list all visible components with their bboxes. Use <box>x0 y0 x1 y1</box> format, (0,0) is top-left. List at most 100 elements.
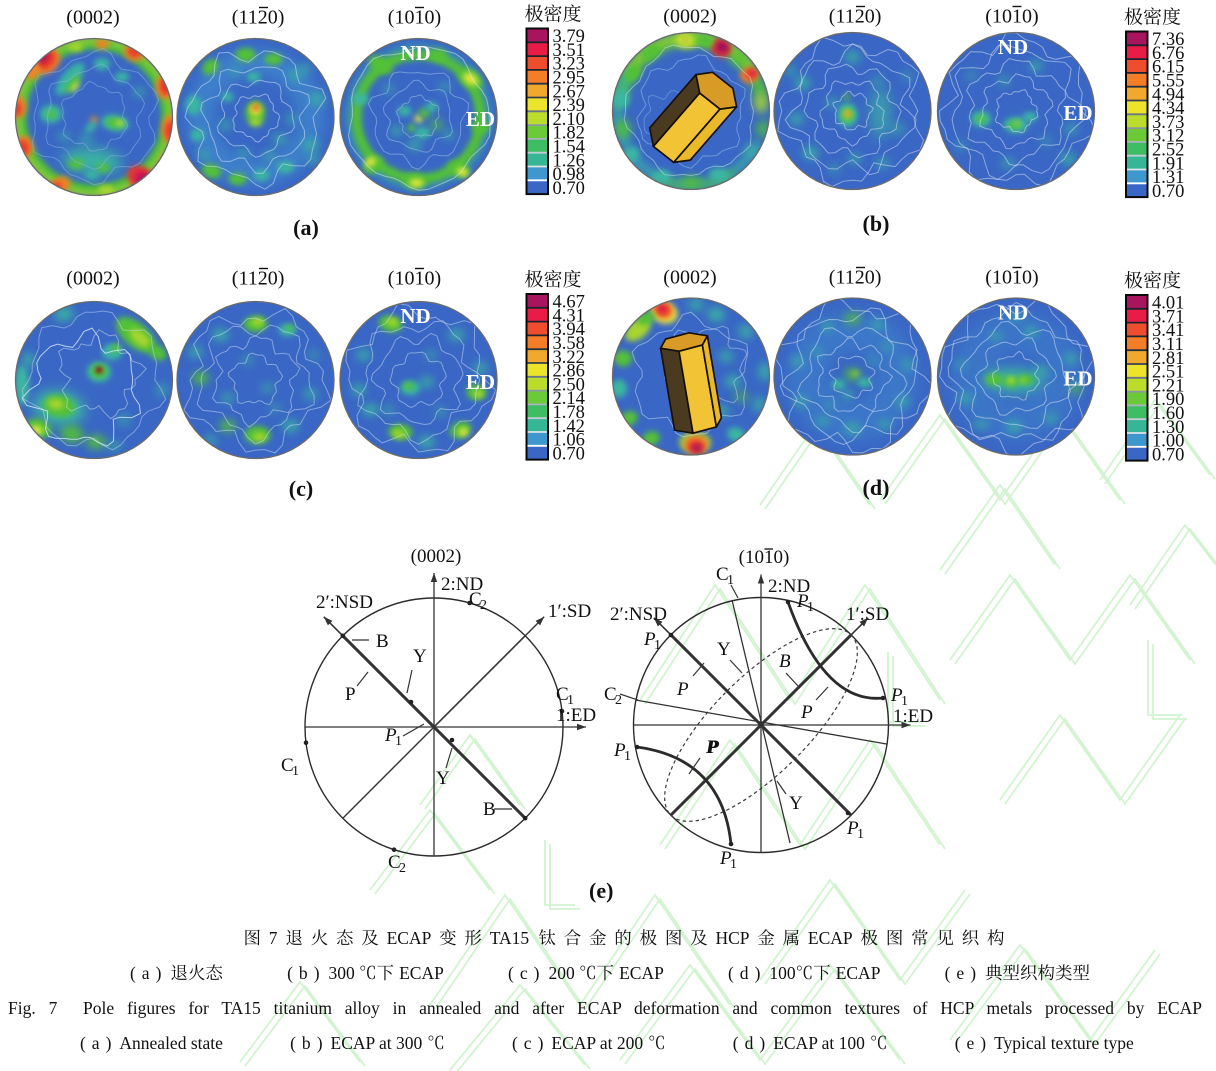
svg-text:2′:NSD: 2′:NSD <box>316 592 373 613</box>
svg-text:a: a <box>142 963 150 983</box>
svg-text:(1010): (1010) <box>388 7 441 29</box>
svg-text:ED: ED <box>466 107 495 131</box>
svg-text:ECAP: ECAP <box>399 963 444 983</box>
svg-text:2.86: 2.86 <box>553 362 585 382</box>
svg-text:b: b <box>299 963 308 983</box>
svg-text:(: ( <box>945 963 951 983</box>
svg-text:): ) <box>106 1033 112 1053</box>
svg-text:5.55: 5.55 <box>1152 72 1184 92</box>
svg-text:0.98: 0.98 <box>553 165 585 185</box>
svg-text:300: 300 <box>329 963 356 983</box>
svg-text:d: d <box>745 1033 754 1053</box>
svg-text:ECAP at 100: ECAP at 100 <box>773 1033 865 1053</box>
svg-text:(: ( <box>290 1033 296 1053</box>
svg-text:HCP: HCP <box>716 928 750 948</box>
svg-text:1:ED: 1:ED <box>893 706 933 727</box>
svg-text:3.94: 3.94 <box>553 320 585 340</box>
svg-text:): ) <box>538 1033 544 1053</box>
svg-text:3.58: 3.58 <box>553 334 585 354</box>
svg-text:P: P <box>846 818 859 839</box>
svg-text:0.70: 0.70 <box>1152 182 1184 202</box>
svg-text:P: P <box>705 737 718 758</box>
svg-text:(: ( <box>512 1033 518 1053</box>
svg-text:1′:SD: 1′:SD <box>846 604 889 625</box>
svg-text:2.10: 2.10 <box>553 110 585 130</box>
svg-text:Y: Y <box>789 793 803 814</box>
svg-text:4.01: 4.01 <box>1152 294 1184 314</box>
svg-text:0.70: 0.70 <box>553 444 585 464</box>
svg-text:1: 1 <box>654 638 661 653</box>
svg-text:ND: ND <box>998 35 1028 59</box>
svg-text:e: e <box>967 1033 975 1053</box>
svg-text:4.94: 4.94 <box>1152 85 1184 105</box>
svg-text:P: P <box>707 737 720 758</box>
svg-text:(1120): (1120) <box>829 267 882 289</box>
svg-text:C: C <box>716 564 729 585</box>
svg-text:0.70: 0.70 <box>1152 445 1184 465</box>
svg-text:): ) <box>156 963 162 983</box>
svg-text:1.30: 1.30 <box>1152 418 1184 438</box>
svg-text:(: ( <box>955 1033 961 1053</box>
svg-text:Fig. 7 Pole figures for TA15: Fig. 7 Pole figures for TA15 titanium al… <box>8 998 1202 1018</box>
svg-text:2.67: 2.67 <box>553 82 585 102</box>
svg-text:1: 1 <box>395 734 402 749</box>
svg-text:ECAP at 200: ECAP at 200 <box>551 1033 643 1053</box>
svg-text:(d): (d) <box>863 475 890 500</box>
svg-text:(1010): (1010) <box>985 6 1038 28</box>
svg-text:ED: ED <box>1063 367 1092 391</box>
svg-text:(: ( <box>130 963 136 983</box>
svg-text:1.82: 1.82 <box>553 124 585 144</box>
svg-text:C: C <box>469 589 482 610</box>
svg-text:ND: ND <box>400 41 430 65</box>
svg-text:c: c <box>524 1033 532 1053</box>
svg-text:1: 1 <box>567 693 574 708</box>
svg-text:ECAP at 300: ECAP at 300 <box>331 1033 423 1053</box>
svg-text:(: ( <box>508 963 514 983</box>
svg-text:(0002): (0002) <box>663 267 716 289</box>
svg-text:): ) <box>970 963 976 983</box>
svg-text:4.31: 4.31 <box>553 306 585 326</box>
svg-text:c: c <box>520 963 528 983</box>
svg-text:2′:NSD: 2′:NSD <box>610 604 667 625</box>
svg-text:2: 2 <box>615 693 622 708</box>
svg-text:ECAP: ECAP <box>387 928 432 948</box>
svg-text:2.50: 2.50 <box>553 375 585 395</box>
svg-text:ND: ND <box>998 301 1028 325</box>
svg-text:100: 100 <box>769 963 796 983</box>
svg-text:(: ( <box>287 963 293 983</box>
svg-text:1.00: 1.00 <box>1152 432 1184 452</box>
svg-text:0.70: 0.70 <box>553 179 585 199</box>
svg-text:(1120): (1120) <box>232 7 285 29</box>
svg-text:C: C <box>556 684 569 705</box>
svg-text:P: P <box>676 679 689 700</box>
svg-text:Y: Y <box>717 639 731 660</box>
svg-text:7.36: 7.36 <box>1152 30 1184 50</box>
svg-text:1: 1 <box>807 600 814 615</box>
svg-text:(0002): (0002) <box>66 268 119 290</box>
svg-text:): ) <box>534 963 540 983</box>
svg-text:P: P <box>613 740 626 761</box>
svg-text:(0002): (0002) <box>663 6 716 28</box>
svg-text:(e): (e) <box>589 878 613 903</box>
svg-text:2.39: 2.39 <box>553 96 585 116</box>
svg-text:3.73: 3.73 <box>1152 113 1184 133</box>
svg-text:2:ND: 2:ND <box>768 576 810 597</box>
svg-text:2: 2 <box>480 598 487 613</box>
svg-text:2: 2 <box>399 861 406 876</box>
svg-text:3.23: 3.23 <box>553 55 585 75</box>
svg-text:(1120): (1120) <box>232 268 285 290</box>
svg-text:P: P <box>643 629 656 650</box>
svg-text:1.90: 1.90 <box>1152 390 1184 410</box>
svg-text:P: P <box>719 848 732 869</box>
svg-text:2.95: 2.95 <box>553 69 585 89</box>
svg-text:1: 1 <box>727 573 734 588</box>
svg-text:P: P <box>800 702 813 723</box>
svg-text:1: 1 <box>624 749 631 764</box>
svg-text:3.11: 3.11 <box>1152 335 1184 355</box>
svg-text:C: C <box>388 852 401 873</box>
svg-text:B: B <box>376 631 389 652</box>
svg-text:1: 1 <box>730 857 737 872</box>
svg-text:B: B <box>483 799 496 820</box>
svg-text:6.76: 6.76 <box>1152 44 1184 64</box>
svg-text:1.26: 1.26 <box>553 151 585 171</box>
